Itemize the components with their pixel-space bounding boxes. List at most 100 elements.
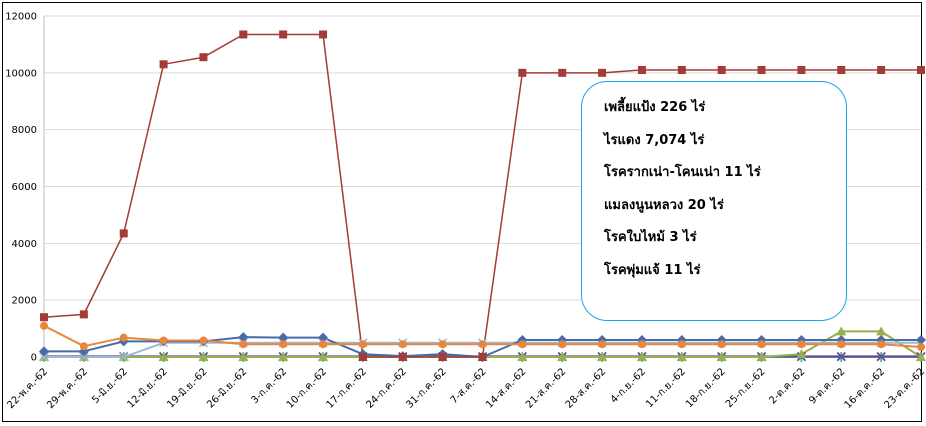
data-point xyxy=(438,353,447,361)
x-tick-label: 3-ก.ค.-62 xyxy=(249,366,289,406)
x-tick-label: 14-ส.ค.-62 xyxy=(484,366,528,410)
data-point xyxy=(518,340,527,349)
data-point xyxy=(637,340,646,349)
x-tick-label: 5-มิ.ย.-62 xyxy=(90,366,130,406)
annotation-line: ไรแดง 7,074 ไร่ xyxy=(604,132,705,148)
data-point xyxy=(398,353,407,361)
x-tick-label: 17-ก.ค.-62 xyxy=(325,366,369,410)
data-point xyxy=(119,229,128,238)
data-point xyxy=(79,342,88,351)
y-tick-label: 0 xyxy=(31,353,37,364)
data-point xyxy=(517,352,528,361)
data-point xyxy=(836,351,846,361)
data-point xyxy=(278,332,289,343)
data-point xyxy=(398,340,407,349)
data-point xyxy=(319,340,328,349)
x-tick-label: 28-ส.ค.-62 xyxy=(564,366,608,410)
data-point xyxy=(119,333,128,342)
data-point xyxy=(39,352,49,362)
data-point xyxy=(917,343,925,352)
data-point xyxy=(757,340,766,349)
x-tick-label: 29-พ.ค.-62 xyxy=(45,366,90,411)
data-point xyxy=(318,352,329,361)
data-point xyxy=(318,332,329,343)
data-point xyxy=(199,336,208,345)
x-tick-label: 4-ก.ย.-62 xyxy=(609,366,648,405)
data-point xyxy=(40,321,48,330)
data-point xyxy=(239,30,248,39)
annotation-line: โรคใบไหม้ 3 ไร่ xyxy=(604,230,697,245)
data-point xyxy=(438,340,447,349)
x-tick-label: 25-ก.ย.-62 xyxy=(724,366,768,410)
y-tick-label: 12000 xyxy=(5,12,37,23)
data-point xyxy=(797,65,806,74)
x-tick-label: 21-ส.ค.-62 xyxy=(524,366,568,410)
x-tick-label: 24-ก.ค.-62 xyxy=(365,366,409,410)
data-point xyxy=(79,352,89,362)
y-tick-label: 6000 xyxy=(12,182,37,193)
data-point xyxy=(119,352,129,362)
data-point xyxy=(876,351,886,361)
data-point xyxy=(877,65,886,74)
data-point xyxy=(876,326,887,336)
y-tick-label: 2000 xyxy=(12,296,37,307)
data-point xyxy=(677,65,686,74)
data-point xyxy=(159,60,168,69)
data-point xyxy=(717,340,726,349)
data-point xyxy=(278,352,289,361)
data-point xyxy=(239,340,248,349)
data-point xyxy=(238,352,249,361)
data-point xyxy=(757,65,766,74)
y-tick-label: 4000 xyxy=(12,239,37,250)
data-point xyxy=(39,346,49,357)
y-tick-label: 10000 xyxy=(5,68,37,79)
x-tick-label: 18-ก.ย.-62 xyxy=(684,366,728,410)
data-point xyxy=(597,352,608,361)
data-point xyxy=(756,352,767,361)
data-point xyxy=(716,352,727,361)
data-point xyxy=(637,65,646,74)
data-point xyxy=(796,349,807,359)
x-tick-label: 31-ก.ค.-62 xyxy=(404,366,448,410)
x-tick-label: 19-มิ.ย.-62 xyxy=(165,366,209,410)
x-tick-label: 7-ส.ค.-62 xyxy=(449,366,489,406)
data-point xyxy=(557,352,568,361)
data-point xyxy=(238,332,249,343)
data-point xyxy=(558,340,567,349)
data-point xyxy=(40,313,48,322)
data-point xyxy=(837,65,846,74)
data-point xyxy=(836,326,847,336)
data-point xyxy=(518,68,527,77)
x-tick-label: 10-ก.ค.-62 xyxy=(285,366,329,410)
x-tick-label: 12-มิ.ย.-62 xyxy=(126,366,170,410)
annotation-line: โรคพุ่มแจ้ 11 ไร่ xyxy=(604,262,701,278)
data-point xyxy=(917,65,925,74)
data-point xyxy=(916,352,926,361)
data-point xyxy=(916,334,926,345)
x-tick-label: 23-ต.ค.-62 xyxy=(882,366,926,411)
data-point xyxy=(79,310,88,319)
data-point xyxy=(598,340,607,349)
data-point xyxy=(877,340,886,349)
data-point xyxy=(797,340,806,349)
data-point xyxy=(279,30,288,39)
annotation-line: โรครากเน่า-โคนเน่า 11 ไร่ xyxy=(604,165,761,180)
data-point xyxy=(319,30,328,39)
annotation-line: แมลงนูนหลวง 20 ไร่ xyxy=(604,197,724,213)
x-tick-label: 2-ต.ค.-62 xyxy=(767,366,807,406)
data-point xyxy=(199,53,208,62)
data-point xyxy=(158,352,169,361)
annotation-line: เพลี้ยแป้ง 226 ไร่ xyxy=(604,100,706,115)
data-point xyxy=(717,65,726,74)
annotation-callout: เพลี้ยแป้ง 226 ไร่ ไรแดง 7,074 ไร่ โรครา… xyxy=(581,81,847,321)
x-tick-label: 22-พ.ค.-62 xyxy=(5,366,50,411)
data-point xyxy=(279,340,288,349)
x-tick-label: 11-ก.ย.-62 xyxy=(644,366,688,410)
data-point xyxy=(558,68,567,77)
data-point xyxy=(677,340,686,349)
data-point xyxy=(598,68,607,77)
data-point xyxy=(358,353,367,361)
y-tick-label: 8000 xyxy=(12,125,37,136)
data-point xyxy=(676,352,687,361)
